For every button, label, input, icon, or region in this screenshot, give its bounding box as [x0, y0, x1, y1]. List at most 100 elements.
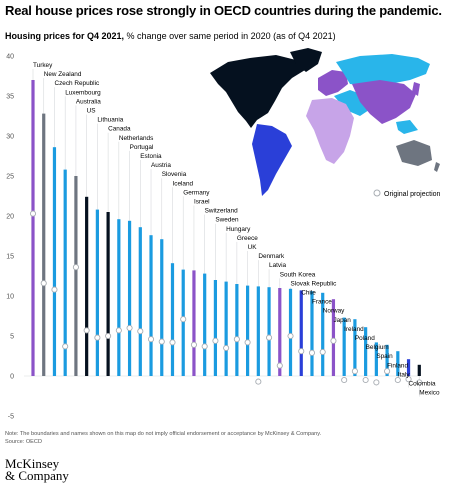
map-japan	[412, 82, 420, 96]
projection-marker	[51, 286, 58, 293]
footnote: Note: The boundaries and names shown on …	[5, 430, 445, 446]
y-tick-label: 25	[6, 174, 14, 181]
mckinsey-logo: McKinsey & Company	[5, 457, 69, 482]
projection-marker	[244, 339, 251, 346]
source-text: Source: OECD	[5, 439, 42, 445]
bar	[310, 291, 314, 376]
bar	[278, 288, 282, 376]
projection-marker	[147, 336, 155, 343]
projection-marker	[394, 376, 401, 384]
category-label: Australia	[76, 98, 101, 105]
category-label: Poland	[355, 335, 375, 342]
map-east-asia	[352, 80, 416, 124]
projection-marker	[126, 324, 133, 332]
projection-marker	[341, 376, 348, 384]
projection-marker	[105, 332, 112, 340]
bar	[385, 344, 389, 376]
subtitle-bold: Housing prices for Q4 2021,	[5, 31, 125, 41]
projection-marker	[158, 338, 165, 345]
bar	[288, 288, 293, 376]
bar	[160, 239, 164, 376]
projection-marker	[40, 280, 47, 287]
y-tick-label: 35	[6, 94, 14, 101]
bar	[138, 227, 142, 376]
bar	[106, 212, 110, 376]
category-label: Mexico	[419, 390, 440, 397]
projection-marker	[169, 339, 176, 346]
projection-marker	[137, 328, 144, 335]
y-tick-label: 0	[10, 374, 14, 381]
category-label: Portugal	[130, 144, 154, 151]
legend: Original projection	[373, 189, 441, 198]
projection-marker	[223, 344, 230, 352]
projection-marker	[276, 362, 283, 369]
category-label: UK	[248, 244, 258, 251]
category-label: France	[312, 299, 332, 306]
bar	[267, 287, 271, 376]
category-label: Ireland	[344, 326, 364, 333]
map-southeast-asia	[396, 120, 418, 134]
category-label: Luxembourg	[65, 89, 101, 96]
projection-marker	[298, 348, 305, 355]
legend-projection-label: Original projection	[384, 191, 441, 198]
bar	[299, 290, 303, 376]
map-australia	[396, 140, 432, 166]
bar	[192, 270, 196, 376]
category-label: Israel	[194, 199, 210, 206]
projection-marker	[190, 341, 197, 348]
category-label: Italy	[398, 371, 411, 378]
bar	[417, 364, 421, 376]
category-label: Slovenia	[162, 171, 187, 178]
map-europe	[318, 70, 348, 96]
category-label: Sweden	[215, 217, 239, 224]
category-label: Lithuania	[97, 117, 123, 124]
projection-marker	[255, 378, 262, 385]
map-northern-asia	[336, 54, 430, 86]
category-label: Canada	[108, 126, 131, 133]
bar	[331, 299, 336, 376]
bar	[213, 280, 218, 376]
category-label: Denmark	[258, 253, 285, 260]
category-label: Chile	[301, 290, 316, 297]
bar	[374, 342, 378, 376]
category-label: Belgium	[366, 344, 389, 351]
bar	[406, 359, 411, 376]
legend-projection-marker	[373, 189, 381, 197]
projection-marker	[201, 343, 208, 350]
projection-marker	[115, 327, 122, 334]
category-label: Austria	[151, 162, 171, 169]
bar	[203, 273, 207, 376]
map-greenland	[290, 48, 322, 72]
projection-marker	[330, 337, 337, 344]
projection-marker	[83, 327, 90, 334]
map-new-zealand	[434, 162, 440, 172]
chart-subtitle: Housing prices for Q4 2021, % change ove…	[5, 31, 336, 41]
map-africa	[306, 98, 354, 164]
category-label: Netherlands	[119, 135, 153, 142]
bar	[42, 113, 46, 376]
map-north-america	[210, 55, 305, 128]
bar	[353, 319, 357, 376]
bar	[181, 269, 185, 376]
bar	[95, 209, 99, 376]
projection-marker	[319, 348, 326, 356]
category-label: Germany	[183, 189, 210, 196]
projection-marker	[405, 376, 412, 383]
category-label: Estonia	[140, 153, 162, 160]
world-map	[210, 48, 440, 196]
bar	[246, 285, 250, 376]
bar-chart: -5 0 5 10 15 20 25 30 35 40 Turkey New Zealand Czec…	[6, 48, 441, 421]
bar	[85, 196, 89, 376]
bar	[256, 286, 260, 376]
projection-marker	[362, 376, 369, 384]
category-label: Spain	[376, 353, 393, 360]
y-tick-label: -5	[8, 414, 14, 421]
projection-marker	[180, 316, 187, 323]
category-label: New Zealand	[44, 71, 82, 78]
bar	[170, 263, 175, 376]
map-south-america	[252, 124, 292, 196]
bar	[342, 317, 346, 376]
subtitle-rest: % change over same period in 2020 (as of…	[124, 31, 336, 41]
category-label: Turkey	[33, 62, 53, 69]
category-label: US	[87, 108, 96, 115]
